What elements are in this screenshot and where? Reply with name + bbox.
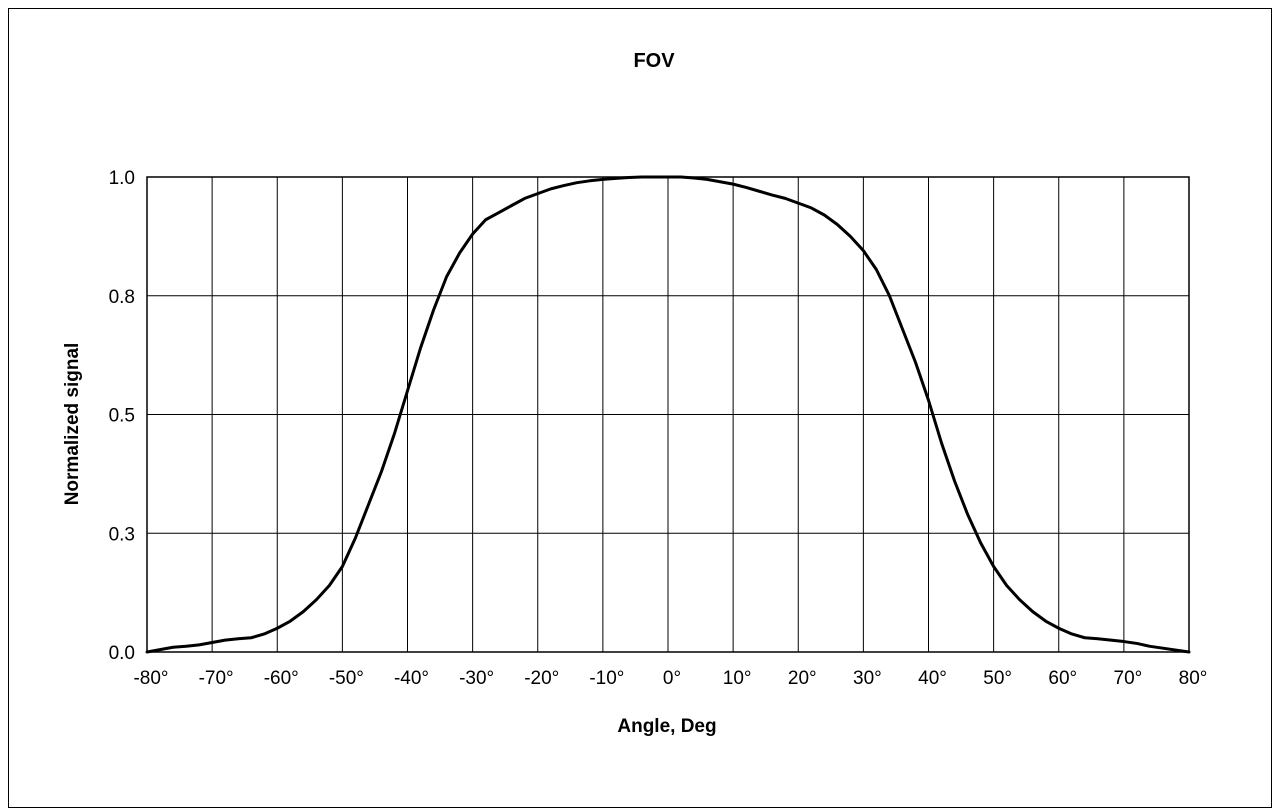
x-tick-label: -60° [264,668,299,689]
series-line-normalized-signal [145,175,1191,654]
x-axis-title: Angle, Deg [617,716,716,737]
grid-layer [146,176,1190,653]
x-tick-label: 80° [1179,668,1208,689]
x-tick-label: -40° [394,668,429,689]
chart-frame [8,8,1272,808]
x-tick-label: 30° [853,668,882,689]
x-tick-labels: -80° -70° -60° -50° -40° -30° -20° -10° 0° 10° 20°… [133,668,1207,689]
x-tick-label: 50° [983,668,1012,689]
x-tick-label: 0° [663,668,681,689]
x-tick-label: -30° [459,668,494,689]
y-tick-label: 1.0 [109,168,135,189]
x-tick-label: 40° [918,668,947,689]
x-tick-label: -20° [524,668,559,689]
x-tick-label: -10° [589,668,624,689]
x-tick-label: 10° [723,668,752,689]
x-tick-label: -80° [133,668,168,689]
y-axis-title: Normalized signal [62,343,83,506]
y-tick-labels: 0.0 0.3 0.5 0.8 1.0 [109,168,135,664]
y-tick-label: 0.8 [109,287,135,308]
chart-title: FOV [633,50,675,72]
x-tick-label: 60° [1048,668,1077,689]
x-tick-label: 20° [788,668,817,689]
y-tick-label: 0.3 [109,524,135,545]
x-tick-label: -50° [329,668,364,689]
y-tick-label: 0.0 [109,643,135,664]
y-tick-label: 0.5 [109,406,135,427]
x-tick-label: -70° [199,668,234,689]
x-tick-label: 70° [1114,668,1143,689]
